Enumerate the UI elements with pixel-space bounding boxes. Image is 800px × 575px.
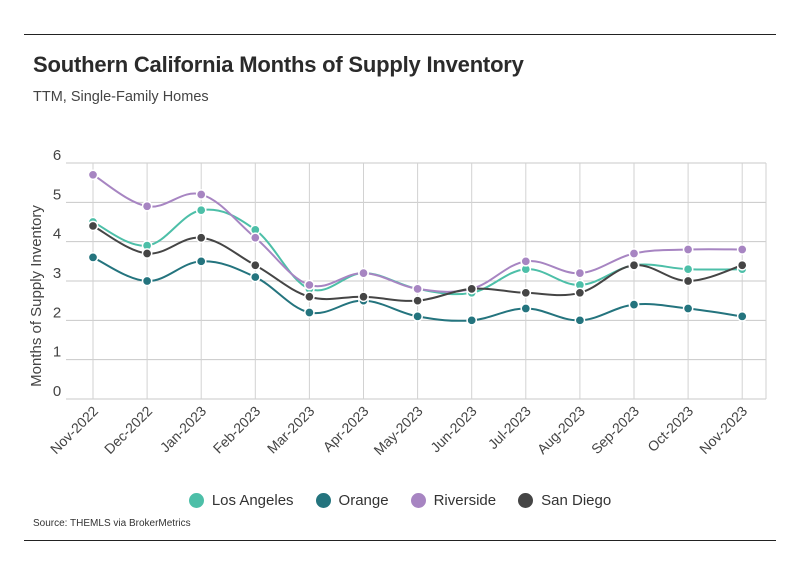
data-point-riverside	[87, 169, 99, 181]
data-point-orange	[520, 303, 532, 314]
data-point-los-angeles	[682, 263, 694, 275]
data-point-orange	[249, 271, 261, 283]
y-tick-label: 3	[53, 265, 61, 282]
data-point-orange	[736, 311, 748, 322]
data-point-orange	[141, 275, 153, 287]
legend-label: San Diego	[541, 492, 612, 509]
data-point-orange	[304, 307, 315, 318]
legend-label: Los Angeles	[211, 492, 294, 509]
legend-label: Riverside	[433, 492, 497, 509]
data-point-riverside	[195, 189, 207, 200]
legend-item-los-angeles: Los Angeles	[188, 492, 294, 509]
y-tick-label: 2	[53, 304, 61, 321]
top-rule	[24, 34, 776, 35]
data-point-san-diego	[682, 275, 694, 287]
data-point-riverside	[520, 255, 532, 267]
data-point-san-diego	[87, 220, 99, 232]
data-point-orange	[466, 314, 478, 326]
y-tick-label: 4	[53, 226, 61, 243]
data-point-san-diego	[304, 291, 315, 303]
bottom-rule	[24, 540, 776, 541]
data-point-san-diego	[520, 287, 532, 299]
legend-swatch	[188, 493, 204, 508]
legend-item-san-diego: San Diego	[518, 492, 611, 509]
legend-item-orange: Orange	[315, 492, 389, 509]
legend-swatch	[315, 493, 331, 508]
data-point-orange	[628, 299, 640, 310]
y-axis-title: Months of Supply Inventory	[28, 205, 45, 387]
y-tick-label: 5	[53, 186, 61, 203]
legend-label: Orange	[338, 492, 389, 509]
data-point-riverside	[736, 244, 748, 255]
data-point-san-diego	[195, 232, 207, 244]
x-tick-label: Mar-2023	[264, 403, 318, 457]
data-point-riverside	[249, 232, 261, 244]
data-point-san-diego	[249, 259, 261, 271]
x-tick-label: Dec-2022	[101, 403, 155, 457]
x-tick-label: Jan-2023	[157, 403, 210, 456]
data-point-riverside	[628, 248, 640, 259]
source-note: Source: THEMLS via BrokerMetrics	[33, 518, 191, 529]
data-point-riverside	[412, 283, 423, 295]
legend-item-riverside: Riverside	[410, 492, 497, 509]
data-point-orange	[195, 255, 207, 267]
x-tick-label: Jun-2023	[427, 403, 480, 456]
data-point-san-diego	[628, 259, 640, 271]
data-point-san-diego	[736, 259, 748, 271]
data-point-riverside	[304, 279, 315, 291]
data-point-orange	[574, 314, 586, 326]
y-tick-label: 6	[53, 147, 61, 164]
data-point-san-diego	[141, 248, 153, 259]
data-point-orange	[412, 311, 423, 322]
data-point-san-diego	[574, 287, 586, 299]
data-point-orange	[87, 252, 99, 263]
data-point-san-diego	[412, 295, 423, 307]
chart-subtitle: TTM, Single-Family Homes	[33, 89, 209, 105]
data-point-riverside	[574, 267, 586, 279]
legend-swatch	[410, 493, 426, 508]
data-point-san-diego	[358, 291, 369, 303]
data-point-riverside	[682, 244, 694, 255]
data-point-riverside	[141, 200, 153, 212]
chart-title: Southern California Months of Supply Inv…	[33, 52, 524, 77]
y-tick-label: 0	[53, 383, 61, 400]
x-tick-label: Aug-2023	[534, 403, 588, 457]
x-tick-label: Sep-2023	[588, 403, 642, 457]
legend-swatch	[518, 493, 534, 508]
chart-legend: Los Angeles Orange Riverside San Diego	[0, 492, 800, 509]
data-point-orange	[682, 303, 694, 314]
x-tick-label: Feb-2023	[210, 403, 264, 457]
data-point-san-diego	[466, 283, 478, 295]
data-point-los-angeles	[195, 204, 207, 216]
x-tick-label: Nov-2023	[696, 403, 750, 457]
x-tick-label: Apr-2023	[320, 403, 372, 455]
x-tick-label: Jul-2023	[485, 403, 534, 452]
y-tick-label: 1	[53, 344, 61, 361]
x-tick-label: Nov-2022	[47, 403, 101, 457]
x-tick-label: May-2023	[370, 403, 425, 458]
data-point-riverside	[358, 267, 369, 279]
x-tick-label: Oct-2023	[644, 403, 696, 455]
